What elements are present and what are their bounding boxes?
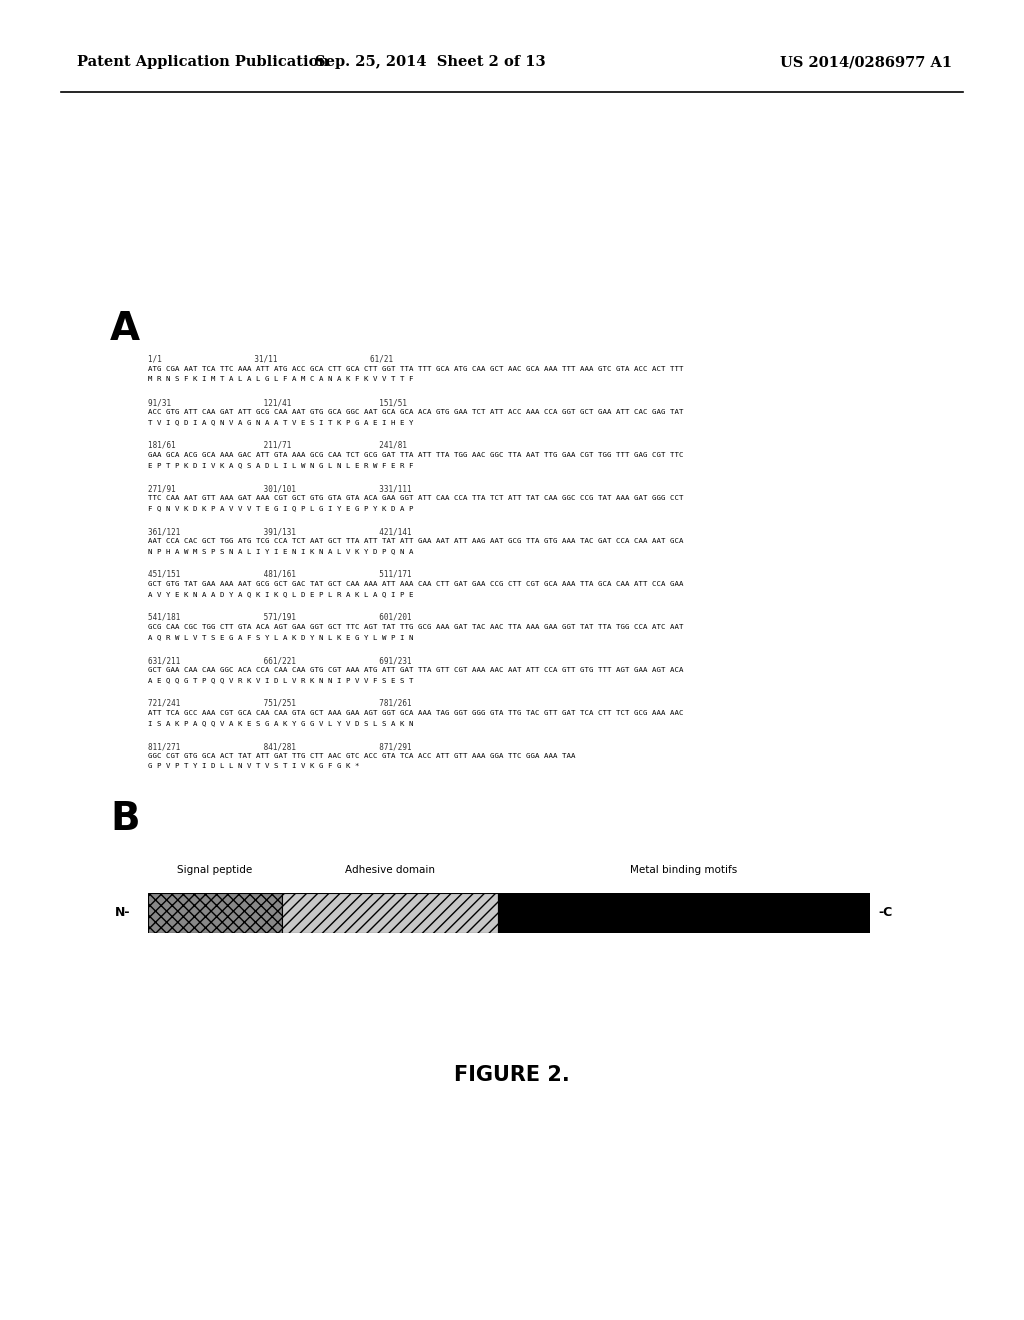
- Text: Adhesive domain: Adhesive domain: [345, 865, 435, 875]
- Text: A Q R W L V T S E G A F S Y L A K D Y N L K E G Y L W P I N: A Q R W L V T S E G A F S Y L A K D Y N …: [148, 634, 414, 640]
- Text: A: A: [110, 310, 140, 348]
- Text: 721/241                  751/251                  781/261: 721/241 751/251 781/261: [148, 700, 412, 708]
- Text: 811/271                  841/281                  871/291: 811/271 841/281 871/291: [148, 742, 412, 751]
- Text: N P H A W M S P S N A L I Y I E N I K N A L V K Y D P Q N A: N P H A W M S P S N A L I Y I E N I K N …: [148, 548, 414, 554]
- Bar: [498, 894, 870, 933]
- Text: T V I Q D I A Q N V A G N A A T V E S I T K P G A E I H E Y: T V I Q D I A Q N V A G N A A T V E S I …: [148, 418, 414, 425]
- Text: 361/121                  391/131                  421/141: 361/121 391/131 421/141: [148, 527, 412, 536]
- Text: B: B: [110, 800, 139, 838]
- Text: F Q N V K D K P A V V V T E G I Q P L G I Y E G P Y K D A P: F Q N V K D K P A V V V T E G I Q P L G …: [148, 506, 414, 511]
- Text: 541/181                  571/191                  601/201: 541/181 571/191 601/201: [148, 612, 412, 622]
- Text: -C: -C: [878, 907, 892, 920]
- Text: GGC CGT GTG GCA ACT TAT ATT GAT TTG CTT AAC GTC ACC GTA TCA ACC ATT GTT AAA GGA : GGC CGT GTG GCA ACT TAT ATT GAT TTG CTT …: [148, 752, 575, 759]
- Text: ATT TCA GCC AAA CGT GCA CAA CAA GTA GCT AAA GAA AGT GGT GCA AAA TAG GGT GGG GTA : ATT TCA GCC AAA CGT GCA CAA CAA GTA GCT …: [148, 710, 683, 715]
- Text: A E Q Q G T P Q Q V R K V I D L V R K N N I P V V F S E S T: A E Q Q G T P Q Q V R K V I D L V R K N …: [148, 677, 414, 682]
- Bar: [148, 894, 282, 933]
- Text: M R N S F K I M T A L A L G L F A M C A N A K F K V V T T F: M R N S F K I M T A L A L G L F A M C A …: [148, 376, 414, 381]
- Text: 451/151                  481/161                  511/171: 451/151 481/161 511/171: [148, 570, 412, 579]
- Text: 271/91                   301/101                  331/111: 271/91 301/101 331/111: [148, 484, 412, 492]
- Text: Metal binding motifs: Metal binding motifs: [631, 865, 737, 875]
- Text: US 2014/0286977 A1: US 2014/0286977 A1: [780, 55, 952, 69]
- Text: AAT CCA CAC GCT TGG ATG TCG CCA TCT AAT GCT TTA ATT TAT ATT GAA AAT ATT AAG AAT : AAT CCA CAC GCT TGG ATG TCG CCA TCT AAT …: [148, 539, 683, 544]
- Text: N-: N-: [115, 907, 130, 920]
- Text: GCT GAA CAA CAA GGC ACA CCA CAA CAA GTG CGT AAA ATG ATT GAT TTA GTT CGT AAA AAC : GCT GAA CAA CAA GGC ACA CCA CAA CAA GTG …: [148, 667, 683, 673]
- Text: FIGURE 2.: FIGURE 2.: [454, 1065, 570, 1085]
- Text: GCG CAA CGC TGG CTT GTA ACA AGT GAA GGT GCT TTC AGT TAT TTG GCG AAA GAT TAC AAC : GCG CAA CGC TGG CTT GTA ACA AGT GAA GGT …: [148, 624, 683, 630]
- Text: Sep. 25, 2014  Sheet 2 of 13: Sep. 25, 2014 Sheet 2 of 13: [314, 55, 546, 69]
- Text: Signal peptide: Signal peptide: [177, 865, 252, 875]
- Bar: [282, 894, 498, 933]
- Text: ACC GTG ATT CAA GAT ATT GCG CAA AAT GTG GCA GGC AAT GCA GCA ACA GTG GAA TCT ATT : ACC GTG ATT CAA GAT ATT GCG CAA AAT GTG …: [148, 409, 683, 414]
- Text: TTC CAA AAT GTT AAA GAT AAA CGT GCT GTG GTA GTA ACA GAA GGT ATT CAA CCA TTA TCT : TTC CAA AAT GTT AAA GAT AAA CGT GCT GTG …: [148, 495, 683, 502]
- Text: 91/31                    121/41                   151/51: 91/31 121/41 151/51: [148, 399, 407, 407]
- Text: GAA GCA ACG GCA AAA GAC ATT GTA AAA GCG CAA TCT GCG GAT TTA ATT TTA TGG AAC GGC : GAA GCA ACG GCA AAA GAC ATT GTA AAA GCG …: [148, 451, 683, 458]
- Text: E P T P K D I V K A Q S A D L I L W N G L N L E R W F E R F: E P T P K D I V K A Q S A D L I L W N G …: [148, 462, 414, 469]
- Text: G P V P T Y I D L L N V T V S T I V K G F G K *: G P V P T Y I D L L N V T V S T I V K G …: [148, 763, 359, 770]
- Text: 631/211                  661/221                  691/231: 631/211 661/221 691/231: [148, 656, 412, 665]
- Text: I S A K P A Q Q V A K E S G A K Y G G V L Y V D S L S A K N: I S A K P A Q Q V A K E S G A K Y G G V …: [148, 719, 414, 726]
- Text: Patent Application Publication: Patent Application Publication: [77, 55, 329, 69]
- Text: GCT GTG TAT GAA AAA AAT GCG GCT GAC TAT GCT CAA AAA ATT AAA CAA CTT GAT GAA CCG : GCT GTG TAT GAA AAA AAT GCG GCT GAC TAT …: [148, 581, 683, 587]
- Text: 1/1                    31/11                    61/21: 1/1 31/11 61/21: [148, 355, 393, 364]
- Text: ATG CGA AAT TCA TTC AAA ATT ATG ACC GCA CTT GCA CTT GGT TTA TTT GCA ATG CAA GCT : ATG CGA AAT TCA TTC AAA ATT ATG ACC GCA …: [148, 366, 683, 372]
- Text: A V Y E K N A A D Y A Q K I K Q L D E P L R A K L A Q I P E: A V Y E K N A A D Y A Q K I K Q L D E P …: [148, 591, 414, 597]
- Text: 181/61                   211/71                   241/81: 181/61 211/71 241/81: [148, 441, 407, 450]
